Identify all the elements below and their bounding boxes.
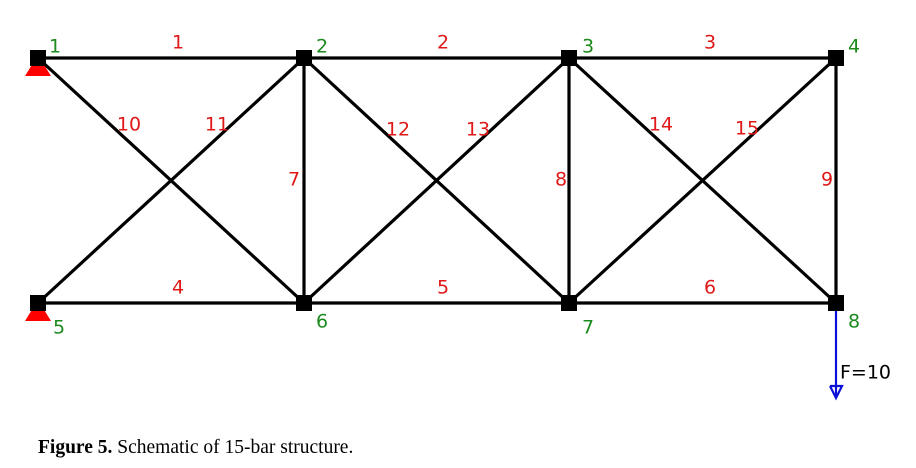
node-6 bbox=[296, 295, 312, 311]
bar-label-12: 12 bbox=[386, 119, 410, 141]
node-label-6: 6 bbox=[316, 311, 328, 333]
node-7 bbox=[561, 295, 577, 311]
truss-diagram: F=10 1 2 34 5 67 8 910 11 12 13 14 15 1 2 3 45 6 7 8 bbox=[25, 32, 891, 401]
load-layer: F=10 bbox=[829, 311, 891, 401]
node-4 bbox=[828, 50, 844, 66]
supports-layer bbox=[25, 55, 51, 321]
bar-11 bbox=[36, 56, 306, 305]
node-label-4: 4 bbox=[848, 36, 860, 58]
bar-label-11: 11 bbox=[205, 114, 229, 136]
node-2 bbox=[296, 50, 312, 66]
bar-label-15: 15 bbox=[735, 118, 759, 140]
bar-label-13: 13 bbox=[466, 119, 490, 141]
node-8 bbox=[828, 295, 844, 311]
bar-13 bbox=[302, 56, 571, 305]
bar-label-7: 7 bbox=[288, 169, 300, 191]
bar-label-3: 3 bbox=[704, 32, 716, 54]
nodes-layer bbox=[30, 50, 844, 311]
figure-caption: Figure 5. Schematic of 15-bar structure. bbox=[38, 437, 353, 459]
node-label-8: 8 bbox=[848, 311, 860, 333]
bar-label-10: 10 bbox=[117, 114, 141, 136]
bar-labels-layer: 1 2 34 5 67 8 910 11 12 13 14 15 bbox=[117, 32, 833, 299]
bar-label-4: 4 bbox=[172, 277, 184, 299]
bar-label-2: 2 bbox=[437, 32, 449, 54]
bar-label-6: 6 bbox=[704, 277, 716, 299]
node-label-7: 7 bbox=[582, 317, 594, 339]
bar-label-8: 8 bbox=[555, 169, 567, 191]
load-label: F=10 bbox=[840, 362, 891, 384]
node-1 bbox=[30, 50, 46, 66]
bar-label-14: 14 bbox=[649, 114, 673, 136]
node-5 bbox=[30, 295, 46, 311]
node-3 bbox=[561, 50, 577, 66]
caption-label: Figure 5. bbox=[38, 437, 113, 458]
node-label-2: 2 bbox=[316, 36, 328, 58]
bar-label-5: 5 bbox=[437, 277, 449, 299]
load-arrow-head-icon bbox=[829, 384, 844, 401]
node-labels-layer: 1 2 3 45 6 7 8 bbox=[49, 36, 860, 339]
bar-label-9: 9 bbox=[821, 169, 833, 191]
caption-text: Schematic of 15-bar structure. bbox=[112, 437, 354, 458]
node-label-1: 1 bbox=[49, 36, 61, 58]
bars-layer bbox=[36, 56, 838, 305]
bar-label-1: 1 bbox=[172, 32, 184, 54]
node-label-5: 5 bbox=[53, 317, 65, 339]
node-label-3: 3 bbox=[582, 36, 594, 58]
bar-15 bbox=[567, 56, 838, 305]
